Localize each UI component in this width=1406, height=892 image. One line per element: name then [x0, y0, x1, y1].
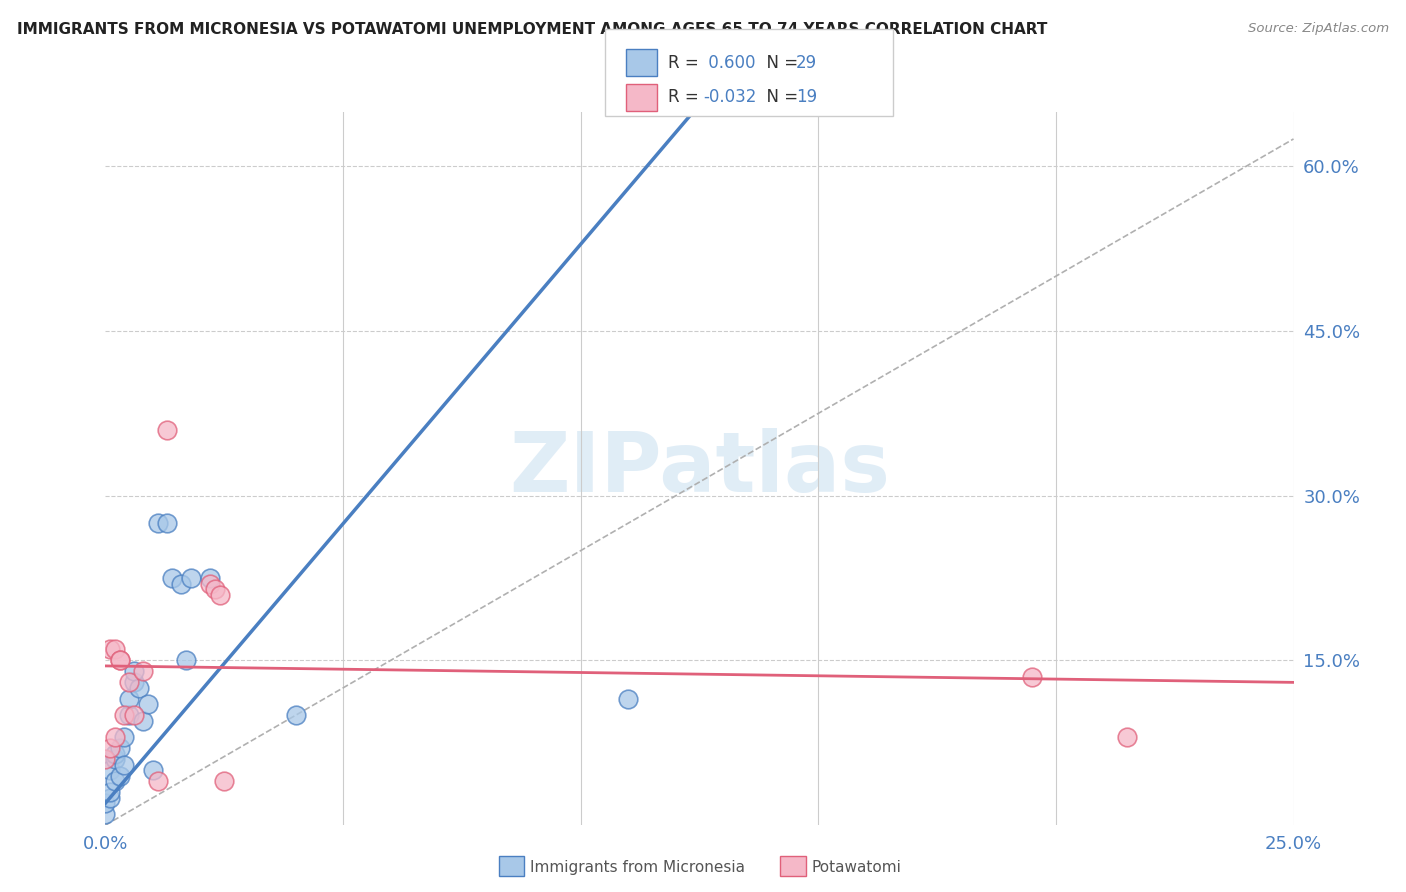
Text: 0.600: 0.600 — [703, 54, 755, 72]
Point — [114, 731, 136, 745]
Point — [122, 708, 145, 723]
Point — [170, 576, 193, 591]
Point — [98, 741, 121, 756]
Point — [114, 757, 136, 772]
Point — [98, 785, 121, 799]
Point — [180, 571, 202, 585]
Point — [617, 691, 640, 706]
Point — [94, 796, 117, 810]
Point — [118, 691, 141, 706]
Point — [122, 665, 145, 679]
Point — [104, 747, 127, 761]
Point — [136, 698, 159, 712]
Point — [108, 653, 131, 667]
Point — [128, 681, 150, 695]
Text: R =: R = — [668, 88, 704, 106]
Text: R =: R = — [668, 54, 704, 72]
Point — [1021, 670, 1043, 684]
Point — [108, 741, 131, 756]
Point — [94, 752, 117, 766]
Point — [104, 752, 127, 766]
Point — [94, 807, 117, 822]
Text: N =: N = — [756, 54, 804, 72]
Point — [142, 763, 165, 777]
Text: ZIPatlas: ZIPatlas — [509, 428, 890, 508]
Point — [198, 576, 221, 591]
Point — [284, 708, 307, 723]
Point — [132, 714, 155, 728]
Point — [208, 588, 231, 602]
Point — [98, 763, 121, 777]
Point — [118, 708, 141, 723]
Text: Source: ZipAtlas.com: Source: ZipAtlas.com — [1249, 22, 1389, 36]
Text: 19: 19 — [796, 88, 817, 106]
Point — [114, 708, 136, 723]
Point — [174, 653, 197, 667]
Point — [146, 516, 169, 531]
Point — [156, 423, 179, 437]
Point — [108, 653, 131, 667]
Point — [132, 665, 155, 679]
Point — [104, 642, 127, 657]
Point — [156, 516, 179, 531]
Text: N =: N = — [756, 88, 804, 106]
Point — [98, 642, 121, 657]
Point — [1116, 731, 1139, 745]
Text: 29: 29 — [796, 54, 817, 72]
Point — [122, 675, 145, 690]
Point — [104, 731, 127, 745]
Point — [204, 582, 226, 596]
Text: -0.032: -0.032 — [703, 88, 756, 106]
Point — [98, 790, 121, 805]
Point — [118, 675, 141, 690]
Point — [198, 571, 221, 585]
Point — [214, 774, 236, 789]
Text: Potawatomi: Potawatomi — [811, 860, 901, 874]
Point — [146, 774, 169, 789]
Point — [160, 571, 183, 585]
Text: IMMIGRANTS FROM MICRONESIA VS POTAWATOMI UNEMPLOYMENT AMONG AGES 65 TO 74 YEARS : IMMIGRANTS FROM MICRONESIA VS POTAWATOMI… — [17, 22, 1047, 37]
Point — [108, 769, 131, 783]
Text: Immigrants from Micronesia: Immigrants from Micronesia — [530, 860, 745, 874]
Point — [104, 774, 127, 789]
